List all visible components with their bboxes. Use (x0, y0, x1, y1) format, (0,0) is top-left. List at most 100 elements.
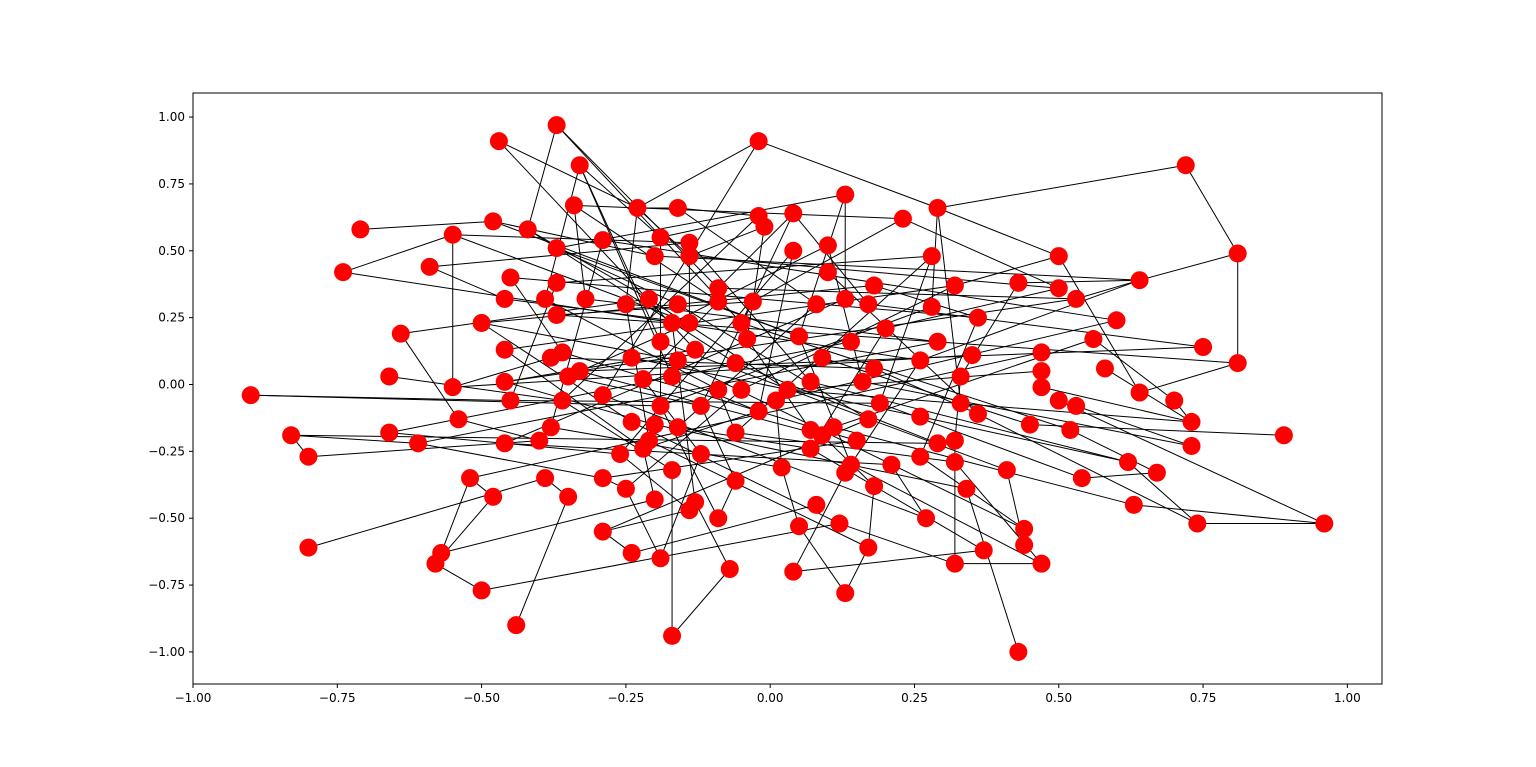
node (443, 225, 462, 244)
axes: −1.00 −0.75 −0.50 −0.25 0.00 0.25 0.50 0.75 1.00… (148, 92, 1383, 705)
node (818, 263, 837, 282)
node (1165, 391, 1184, 410)
node (663, 367, 682, 386)
node (1188, 514, 1207, 533)
edge (1185, 164, 1239, 254)
node (709, 380, 728, 399)
edge (1139, 362, 1238, 393)
edge (504, 349, 696, 383)
node (836, 185, 855, 204)
node (749, 132, 768, 151)
nodes (241, 116, 1334, 661)
node (1130, 383, 1149, 402)
edge (648, 440, 869, 549)
node (968, 308, 987, 327)
x-tick-label: −0.75 (319, 691, 356, 705)
edge (677, 426, 811, 450)
edge (920, 279, 1140, 361)
node (547, 116, 566, 135)
edge (481, 322, 678, 361)
y-tick-label: 0.50 (158, 244, 185, 258)
node (1315, 514, 1334, 533)
node (639, 431, 658, 450)
node (576, 289, 595, 308)
node (351, 220, 370, 239)
node (668, 198, 687, 217)
node (945, 431, 964, 450)
edge (250, 394, 661, 407)
node (882, 455, 901, 474)
node (801, 372, 820, 391)
node (859, 295, 878, 314)
node (945, 453, 964, 472)
node (865, 276, 884, 295)
node (807, 295, 826, 314)
node (645, 490, 664, 509)
edge (418, 341, 938, 444)
node (1182, 412, 1201, 431)
node (443, 378, 462, 397)
node (409, 434, 428, 453)
edge (643, 410, 759, 450)
node (1084, 330, 1103, 349)
node (738, 330, 757, 349)
node (801, 439, 820, 458)
edge (360, 220, 494, 230)
node (1228, 354, 1247, 373)
edge (579, 164, 661, 238)
node (917, 509, 936, 528)
edge (977, 413, 1198, 524)
node (495, 340, 514, 359)
x-tick-label: 0.50 (1045, 691, 1072, 705)
edge (965, 488, 1019, 653)
node (790, 517, 809, 536)
y-tick-label: 0.75 (158, 177, 185, 191)
node (495, 372, 514, 391)
edge (839, 523, 956, 565)
node (564, 196, 583, 215)
edge (862, 381, 1192, 447)
node (1032, 554, 1051, 573)
node (957, 479, 976, 498)
edge (573, 204, 903, 220)
node (645, 415, 664, 434)
node (449, 410, 468, 429)
node (928, 198, 947, 217)
edge (504, 349, 644, 450)
node (495, 289, 514, 308)
edge (573, 204, 719, 303)
node (680, 501, 699, 520)
node (668, 295, 687, 314)
node (720, 560, 739, 579)
edge (717, 212, 794, 289)
node (495, 434, 514, 453)
x-tick-label: −0.25 (607, 691, 644, 705)
node (1067, 396, 1086, 415)
edge (689, 255, 1059, 289)
node (518, 220, 537, 239)
node (634, 370, 653, 389)
node (893, 209, 912, 228)
node (461, 469, 480, 488)
node (663, 626, 682, 645)
edge (429, 266, 505, 300)
node (784, 241, 803, 260)
node (547, 273, 566, 292)
y-tick-label: −1.00 (148, 645, 185, 659)
edge (660, 453, 702, 559)
node (651, 549, 670, 568)
node (426, 554, 445, 573)
x-tick-label: 0.25 (901, 691, 928, 705)
x-tick-label: −0.50 (463, 691, 500, 705)
node (299, 447, 318, 466)
node (749, 402, 768, 421)
node (616, 479, 635, 498)
node (622, 348, 641, 367)
edge (498, 140, 638, 209)
y-tick-label: 1.00 (158, 110, 185, 124)
edge (1127, 461, 1198, 524)
node (859, 410, 878, 429)
node (570, 156, 589, 175)
